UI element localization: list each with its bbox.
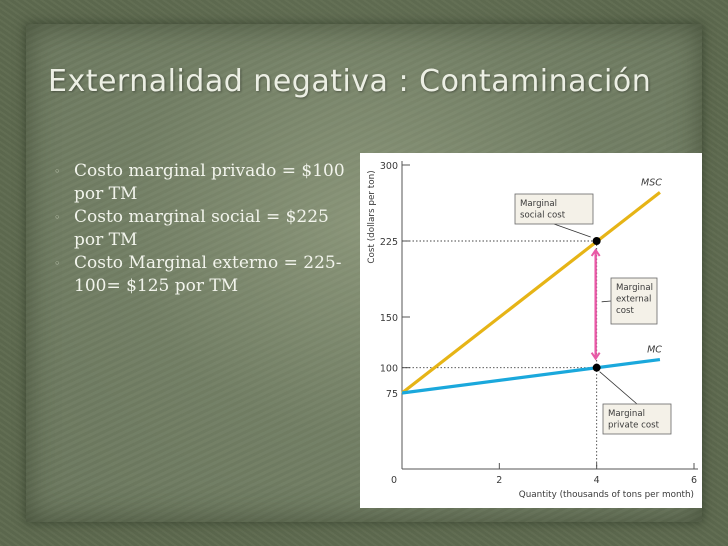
series-label-msc: MSC bbox=[641, 177, 662, 188]
annotation-social-cost-text: Marginal bbox=[520, 199, 557, 209]
y-axis-label: Cost (dollars per ton) bbox=[367, 170, 377, 263]
bullet-item: ◦ Costo Marginal externo = 225-100= $125… bbox=[54, 252, 354, 297]
annotation-external-cost-text: cost bbox=[616, 306, 634, 316]
slide-title: Externalidad negativa : Contaminación bbox=[48, 64, 652, 99]
y-tick-label: 100 bbox=[380, 364, 398, 375]
externality-chart: 75 100 150 225 300 0 2 4 6 Cost (dollars per ton)… bbox=[367, 161, 698, 500]
x-tick-label: 6 bbox=[691, 475, 697, 486]
x-tick-label: 2 bbox=[496, 475, 502, 486]
annotation-private-cost-leader bbox=[599, 371, 638, 405]
y-tick-label: 75 bbox=[386, 389, 398, 400]
annotation-social-cost-leader bbox=[553, 223, 591, 238]
external-cost-arrowhead-top bbox=[590, 248, 601, 257]
y-tick-label: 300 bbox=[380, 161, 398, 172]
annotation-external-cost-text: Marginal bbox=[616, 283, 653, 293]
series-line-mc bbox=[401, 357, 661, 395]
x-tick-label: 0 bbox=[391, 475, 397, 486]
bullet-item: ◦ Costo marginal social = $225 por TM bbox=[54, 206, 354, 251]
series-line-msc bbox=[401, 191, 661, 395]
annotation-private-cost-box bbox=[602, 403, 672, 435]
bullet-marker-icon: ◦ bbox=[54, 257, 61, 270]
y-tick-label: 225 bbox=[380, 237, 398, 248]
chart-panel: 75 100 150 225 300 0 2 4 6 Cost (dollars per ton)… bbox=[360, 153, 702, 508]
annotation-private-cost-text: Marginal bbox=[608, 409, 645, 419]
annotation-social-cost-text: social cost bbox=[520, 211, 566, 221]
series-label-mc: MC bbox=[647, 345, 662, 356]
annotation-external-cost-text: external bbox=[616, 295, 651, 305]
annotation-external-cost-leader bbox=[601, 300, 612, 303]
x-axis-label: Quantity (thousands of tons per month) bbox=[519, 490, 694, 500]
bullet-text: Costo marginal social = $225 por TM bbox=[74, 207, 329, 250]
equilibrium-point-mc bbox=[592, 363, 601, 372]
bullet-list: ◦ Costo marginal privado = $100 por TM ◦… bbox=[54, 160, 354, 298]
bullet-marker-icon: ◦ bbox=[54, 165, 61, 178]
annotation-external-cost-box bbox=[610, 277, 658, 325]
external-cost-arrowhead-bottom bbox=[590, 352, 601, 361]
bullet-item: ◦ Costo marginal privado = $100 por TM bbox=[54, 160, 354, 205]
bullet-text: Costo Marginal externo = 225-100= $125 p… bbox=[74, 253, 342, 296]
bullet-marker-icon: ◦ bbox=[54, 211, 61, 224]
y-tick-label: 150 bbox=[380, 313, 398, 324]
equilibrium-point-msc bbox=[592, 237, 601, 245]
annotation-social-cost-box bbox=[514, 193, 594, 225]
x-tick-label: 4 bbox=[594, 475, 600, 486]
bullet-text: Costo marginal privado = $100 por TM bbox=[74, 161, 345, 204]
annotation-private-cost-text: private cost bbox=[608, 421, 660, 431]
